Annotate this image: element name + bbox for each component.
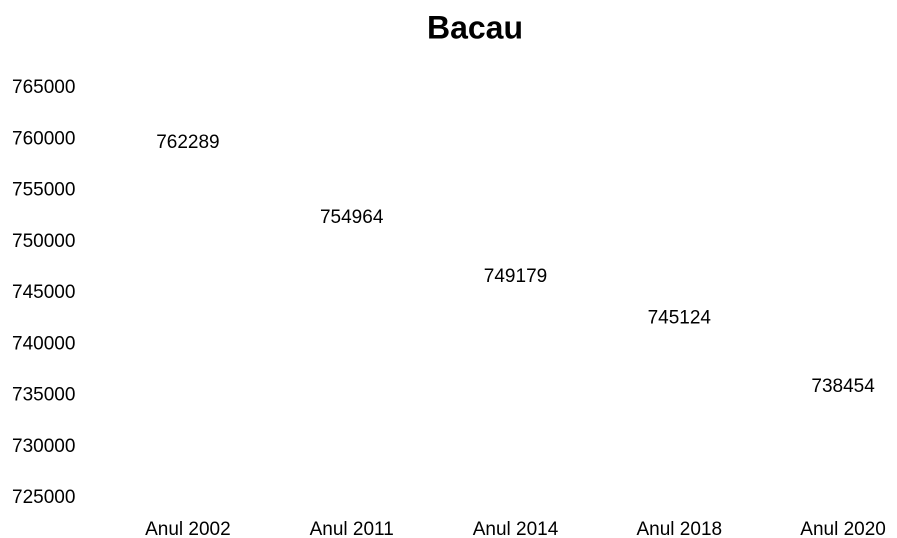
y-tick-label: 725000: [12, 487, 75, 508]
data-label: 745124: [648, 308, 712, 329]
data-label: 754964: [320, 207, 384, 228]
y-tick-label: 745000: [12, 282, 75, 303]
data-label: 762289: [156, 132, 219, 153]
y-tick-label: 750000: [12, 231, 75, 252]
data-label: 738454: [811, 376, 875, 397]
x-tick-label: Anul 2014: [473, 519, 559, 538]
y-tick-label: 735000: [12, 385, 75, 406]
x-tick-label: Anul 2018: [637, 519, 723, 538]
y-tick-label: 730000: [12, 436, 75, 457]
y-tick-label: 755000: [12, 180, 75, 201]
y-tick-label: 765000: [12, 77, 75, 98]
chart-title: Bacau: [427, 9, 523, 45]
x-tick-label: Anul 2002: [145, 519, 231, 538]
x-tick-label: Anul 2011: [310, 519, 394, 538]
y-tick-label: 760000: [12, 128, 75, 149]
y-tick-label: 740000: [12, 333, 75, 354]
data-label: 749179: [484, 266, 547, 287]
x-tick-label: Anul 2020: [800, 519, 886, 538]
